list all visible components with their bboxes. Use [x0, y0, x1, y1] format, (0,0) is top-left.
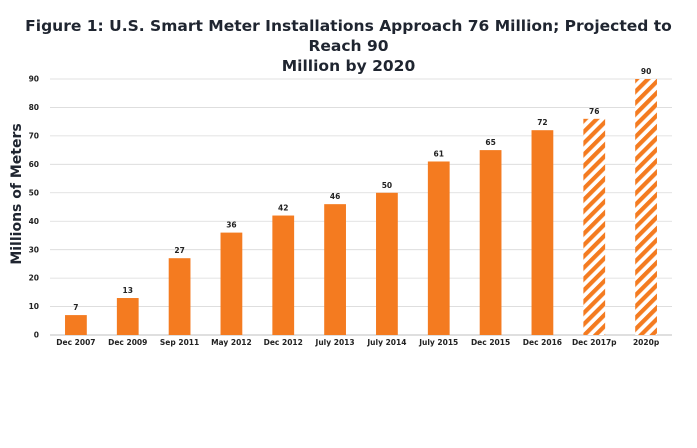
data-label: 72 [537, 118, 547, 127]
x-tick-label: Dec 2015 [471, 338, 510, 347]
x-tick-label: July 2014 [366, 338, 406, 347]
data-label: 13 [123, 286, 133, 295]
y-tick-label: 0 [34, 331, 39, 340]
x-tick-label: May 2012 [211, 338, 252, 347]
x-tick-label: Dec 2012 [264, 338, 303, 347]
data-label: 7 [73, 303, 78, 312]
y-axis-ticks: 0 10 20 30 40 50 60 70 80 90 [29, 75, 39, 340]
x-axis-categories: Dec 2007 Dec 2009 Sep 2011 May 2012 Dec 2012… [56, 338, 660, 347]
y-tick-label: 50 [29, 188, 39, 197]
data-label: 90 [641, 67, 651, 76]
x-tick-label: Dec 2007 [56, 338, 95, 347]
data-label: 27 [174, 246, 184, 255]
data-label: 65 [485, 138, 495, 147]
bar [376, 192, 398, 335]
data-label: 50 [382, 181, 392, 190]
y-tick-label: 80 [29, 103, 39, 112]
bar [65, 315, 87, 335]
y-tick-label: 90 [29, 75, 39, 84]
x-tick-label: Dec 2016 [523, 338, 562, 347]
y-axis-label: Millions of Meters [9, 123, 25, 264]
bar [531, 130, 554, 335]
bar [479, 150, 502, 335]
bar [583, 118, 606, 335]
value-labels: 7 13 27 36 42 46 50 61 65 72 76 90 [73, 67, 651, 312]
bar [635, 79, 657, 335]
bar [324, 204, 346, 335]
chart-title: Figure 1: U.S. Smart Meter Installations… [0, 16, 697, 76]
data-label: 42 [278, 204, 288, 213]
y-tick-label: 70 [29, 131, 39, 140]
bar [272, 215, 295, 335]
y-tick-label: 40 [29, 217, 39, 226]
bar [168, 258, 191, 335]
y-tick-label: 10 [29, 302, 39, 311]
x-tick-label: 2020p [633, 338, 660, 347]
bars [65, 79, 657, 335]
data-label: 46 [330, 192, 340, 201]
x-tick-label: Dec 2017p [572, 338, 617, 347]
y-tick-label: 30 [29, 245, 39, 254]
data-label: 61 [434, 149, 444, 158]
bar [220, 232, 243, 335]
gridlines [50, 78, 672, 336]
data-label: 76 [589, 107, 599, 116]
bar [116, 298, 139, 335]
chart-title-line-1: Figure 1: U.S. Smart Meter Installations… [25, 17, 672, 55]
x-tick-label: July 2013 [315, 338, 355, 347]
y-tick-label: 20 [29, 274, 39, 283]
x-tick-label: July 2015 [418, 338, 458, 347]
x-tick-label: Dec 2009 [108, 338, 147, 347]
y-tick-label: 60 [29, 160, 39, 169]
data-label: 36 [226, 221, 236, 230]
x-tick-label: Sep 2011 [160, 338, 199, 347]
bar [427, 161, 450, 335]
chart-title-line-2: Million by 2020 [281, 57, 416, 75]
